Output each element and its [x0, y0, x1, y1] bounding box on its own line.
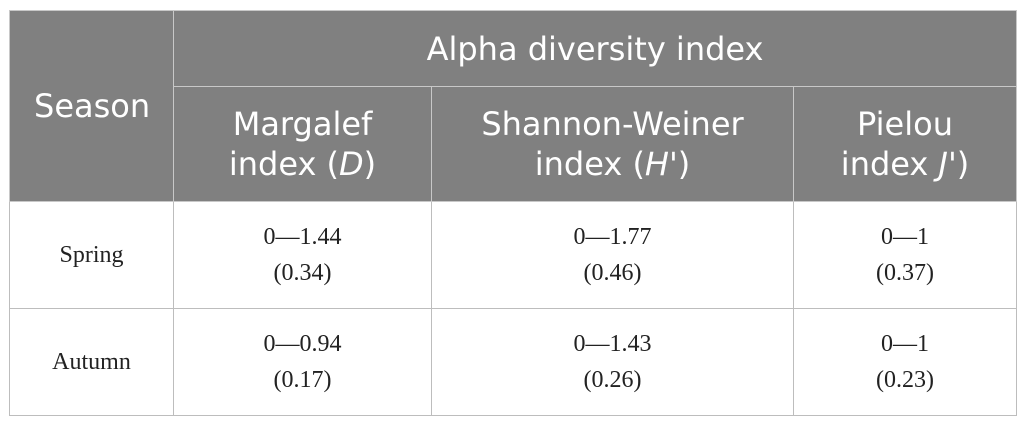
- mean-value: (0.23): [876, 367, 934, 393]
- header-suffix: ): [677, 145, 691, 183]
- season-cell: Autumn: [9, 308, 174, 416]
- table-row-autumn: Autumn 0—0.94 (0.17) 0—1.43 (0.26) 0—1 (…: [9, 308, 1018, 416]
- index-symbol: D: [339, 145, 364, 183]
- pielou-header: Pielou index J'): [792, 86, 1018, 202]
- shannon-weiner-cell: 0—1.77 (0.46): [431, 201, 794, 309]
- table-header: Season Alpha diversity index Margalef in…: [9, 10, 1018, 202]
- index-symbol: J': [938, 145, 957, 183]
- header-line2: index (H'): [432, 144, 793, 184]
- range-value: 0—1: [881, 331, 930, 357]
- header-line1: Margalef: [232, 105, 373, 143]
- table-body: Spring 0—1.44 (0.34) 0—1.77 (0.46) 0—1 (…: [9, 201, 1018, 416]
- range-value: 0—1.43: [573, 331, 652, 357]
- pielou-cell: 0—1 (0.23): [792, 308, 1018, 416]
- season-cell: Spring: [9, 201, 174, 309]
- shannon-weiner-header: Shannon-Weiner index (H'): [431, 86, 794, 202]
- table-row-spring: Spring 0—1.44 (0.34) 0—1.77 (0.46) 0—1 (…: [9, 201, 1018, 309]
- header-line1: Pielou: [857, 105, 953, 143]
- header-row-group: Season Alpha diversity index: [9, 10, 1018, 202]
- pielou-cell: 0—1 (0.37): [792, 201, 1018, 309]
- header-line2: index J'): [794, 144, 1016, 184]
- header-line1: Shannon-Weiner: [481, 105, 744, 143]
- mean-value: (0.26): [583, 367, 642, 393]
- index-symbol: H': [644, 145, 678, 183]
- header-prefix: index: [840, 145, 939, 183]
- header-suffix: ): [363, 145, 377, 183]
- header-row-indices: Margalef index (D) Shannon-Weiner index …: [10, 86, 1018, 202]
- header-prefix: index (: [228, 145, 340, 183]
- mean-value: (0.37): [876, 260, 934, 286]
- mean-value: (0.46): [583, 260, 642, 286]
- mean-value: (0.17): [273, 367, 332, 393]
- range-value: 0—0.94: [263, 331, 342, 357]
- mean-value: (0.34): [273, 260, 332, 286]
- season-header: Season: [9, 10, 174, 202]
- alpha-diversity-header: Alpha diversity index: [172, 10, 1018, 87]
- range-value: 0—1: [881, 224, 930, 250]
- margalef-header: Margalef index (D): [173, 86, 432, 202]
- alpha-diversity-table: Season Alpha diversity index Margalef in…: [9, 10, 1018, 416]
- header-prefix: index (: [534, 145, 645, 183]
- margalef-cell: 0—0.94 (0.17): [173, 308, 432, 416]
- header-line2: index (D): [174, 144, 431, 184]
- range-value: 0—1.77: [573, 224, 652, 250]
- shannon-weiner-cell: 0—1.43 (0.26): [431, 308, 794, 416]
- header-suffix: ): [956, 145, 970, 183]
- margalef-cell: 0—1.44 (0.34): [173, 201, 432, 309]
- range-value: 0—1.44: [263, 224, 342, 250]
